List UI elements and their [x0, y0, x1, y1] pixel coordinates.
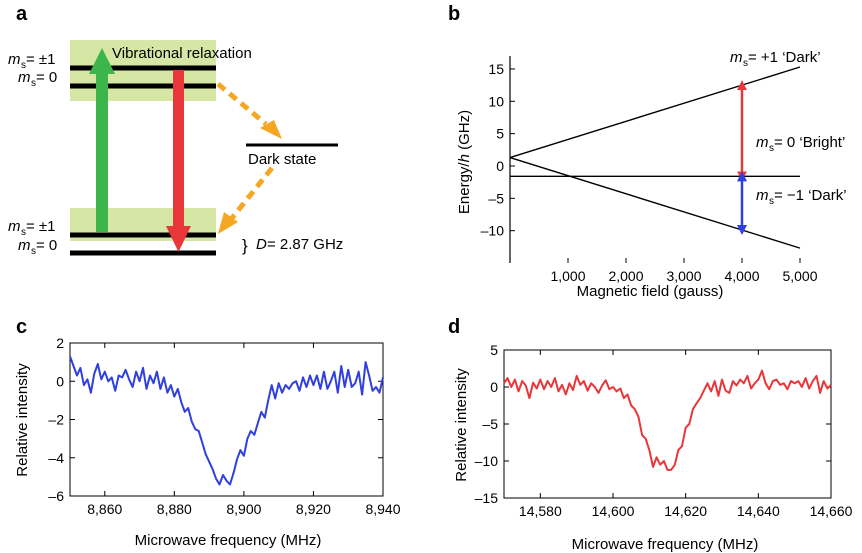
panel-c: c 8,860 8,880 8,900 8,920 8,940 2 0 –2 –4 –6 Rela… — [14, 316, 401, 549]
panel-b: b 1,000 2,000 3,000 4,000 5,000 15 10 5 0 –5 –10 E… — [448, 3, 847, 300]
isc-arrow-shaft — [216, 82, 268, 126]
b-ytick-label: –5 — [488, 190, 504, 206]
panel-c-y-axis-label: Relative intensity — [14, 363, 31, 477]
svg-text:= 2.87 GHz: = 2.87 GHz — [267, 236, 343, 253]
excited-ms-0-label: m s = 0 — [18, 69, 57, 89]
b-xtick-label: 2,000 — [608, 268, 643, 284]
c-ytick-label: –4 — [48, 450, 64, 466]
panel-a: a Dark state Vibrational relaxation m s … — [8, 3, 343, 257]
svg-text:m: m — [18, 237, 31, 254]
svg-text:= 0: = 0 — [36, 237, 57, 254]
panel-d-x-axis-label: Microwave frequency (MHz) — [572, 536, 759, 553]
d-xtick-label: 14,580 — [519, 503, 562, 519]
b-xtick-label: 3,000 — [666, 268, 701, 284]
svg-text:= 0 ‘Bright’: = 0 ‘Bright’ — [774, 134, 845, 151]
d-xtick-label: 14,600 — [592, 503, 635, 519]
emission-arrow-shaft — [173, 70, 184, 230]
c-ytick-label: 2 — [56, 335, 64, 351]
svg-text:s: s — [769, 196, 774, 207]
panel-b-y-axis-label: Energy/h (GHz) — [456, 110, 473, 214]
svg-text:= −1 ‘Dark’: = −1 ‘Dark’ — [774, 187, 847, 204]
svg-text:s: s — [21, 227, 26, 238]
isc-arrow-head — [260, 120, 282, 139]
c-ytick-label: –2 — [48, 412, 64, 428]
c-xtick-label: 8,940 — [365, 501, 400, 517]
d-xtick-label: 14,660 — [810, 503, 853, 519]
c-ytick-label: –6 — [48, 488, 64, 504]
b-ytick-label: 10 — [488, 93, 504, 109]
d-ytick-label: 0 — [490, 379, 498, 395]
c-ytick-label: 0 — [56, 373, 64, 389]
b-ytick-label: 5 — [496, 126, 504, 142]
svg-text:= +1 ‘Dark’: = +1 ‘Dark’ — [748, 49, 821, 66]
panel-c-x-axis-label: Microwave frequency (MHz) — [135, 532, 322, 549]
panel-c-spectrum-line — [69, 356, 384, 486]
zero-field-splitting-label: } D = 2.87 GHz — [242, 236, 343, 255]
dark-decay-arrow-head — [218, 212, 238, 234]
panel-d-label: d — [448, 316, 460, 338]
vibrational-relaxation-label: Vibrational relaxation — [112, 45, 252, 62]
c-xtick-label: 8,880 — [157, 501, 192, 517]
d-xtick-label: 14,620 — [664, 503, 707, 519]
svg-text:m: m — [8, 218, 21, 235]
svg-text:= ±1: = ±1 — [26, 218, 56, 235]
panel-d-ticks: 14,580 14,600 14,620 14,640 14,660 5 0 –5 –10 –15 — [475, 342, 853, 519]
ground-ms-0-label: m s = 0 — [18, 237, 57, 257]
svg-text:D: D — [256, 236, 267, 253]
panel-c-ticks: 8,860 8,880 8,900 8,920 8,940 2 0 –2 –4 –6 — [48, 335, 400, 517]
svg-text:m: m — [730, 49, 743, 66]
excitation-arrow-shaft — [96, 72, 108, 232]
d-ytick-label: –5 — [482, 416, 498, 432]
d-ytick-label: –15 — [475, 490, 499, 506]
ground-ms-pm1-label: m s = ±1 — [8, 218, 56, 238]
svg-text:s: s — [31, 246, 36, 257]
b-xtick-label: 4,000 — [724, 268, 759, 284]
panel-b-energy-lines — [509, 66, 801, 249]
svg-text:m: m — [8, 51, 21, 68]
svg-text:m: m — [756, 134, 769, 151]
panel-b-ticks: 1,000 2,000 3,000 4,000 5,000 15 10 5 0 –5 –10 — [481, 61, 818, 284]
panel-d-y-axis-label: Relative intensity — [453, 368, 470, 482]
svg-text:m: m — [756, 187, 769, 204]
ms-plus1-dark-label: m s = +1 ‘Dark’ — [730, 49, 821, 69]
b-ytick-label: 0 — [496, 158, 504, 174]
panel-b-label: b — [448, 3, 460, 25]
energy-line-ms-plus1 — [509, 66, 801, 159]
panel-c-plot-frame — [69, 342, 384, 497]
panel-a-label: a — [16, 3, 28, 25]
svg-text:s: s — [31, 78, 36, 89]
panel-d: d 14,580 14,600 14,620 14,640 14,660 5 0 –5 –10 –… — [448, 316, 853, 553]
d-xtick-label: 14,640 — [737, 503, 780, 519]
dark-state-label: Dark state — [248, 151, 316, 168]
svg-text:}: } — [242, 236, 248, 255]
ms-0-bright-label: m s = 0 ‘Bright’ — [756, 134, 845, 154]
excitation-arrow-head — [89, 48, 115, 74]
panel-b-x-axis-label: Magnetic field (gauss) — [577, 283, 724, 300]
dark-decay-arrow-shaft — [230, 166, 274, 220]
svg-text:s: s — [21, 60, 26, 71]
b-ytick-label: 15 — [488, 61, 504, 77]
svg-text:= 0: = 0 — [36, 69, 57, 86]
d-ytick-label: 5 — [490, 342, 498, 358]
svg-text:m: m — [18, 69, 31, 86]
svg-text:= ±1: = ±1 — [26, 51, 56, 68]
c-xtick-label: 8,860 — [87, 501, 122, 517]
d-ytick-label: –10 — [475, 453, 499, 469]
emission-arrow-head — [166, 226, 191, 252]
svg-text:s: s — [769, 143, 774, 154]
excited-ms-pm1-label: m s = ±1 — [8, 51, 56, 71]
panel-d-spectrum-line — [503, 369, 832, 471]
panel-d-plot-frame — [503, 349, 832, 499]
b-xtick-label: 1,000 — [550, 268, 585, 284]
svg-text:s: s — [743, 58, 748, 69]
panel-c-label: c — [16, 316, 27, 338]
energy-line-ms-minus1 — [509, 156, 801, 249]
b-ytick-label: –10 — [481, 223, 505, 239]
c-xtick-label: 8,920 — [296, 501, 331, 517]
ms-minus1-dark-label: m s = −1 ‘Dark’ — [756, 187, 847, 207]
c-xtick-label: 8,900 — [226, 501, 261, 517]
b-xtick-label: 5,000 — [782, 268, 817, 284]
